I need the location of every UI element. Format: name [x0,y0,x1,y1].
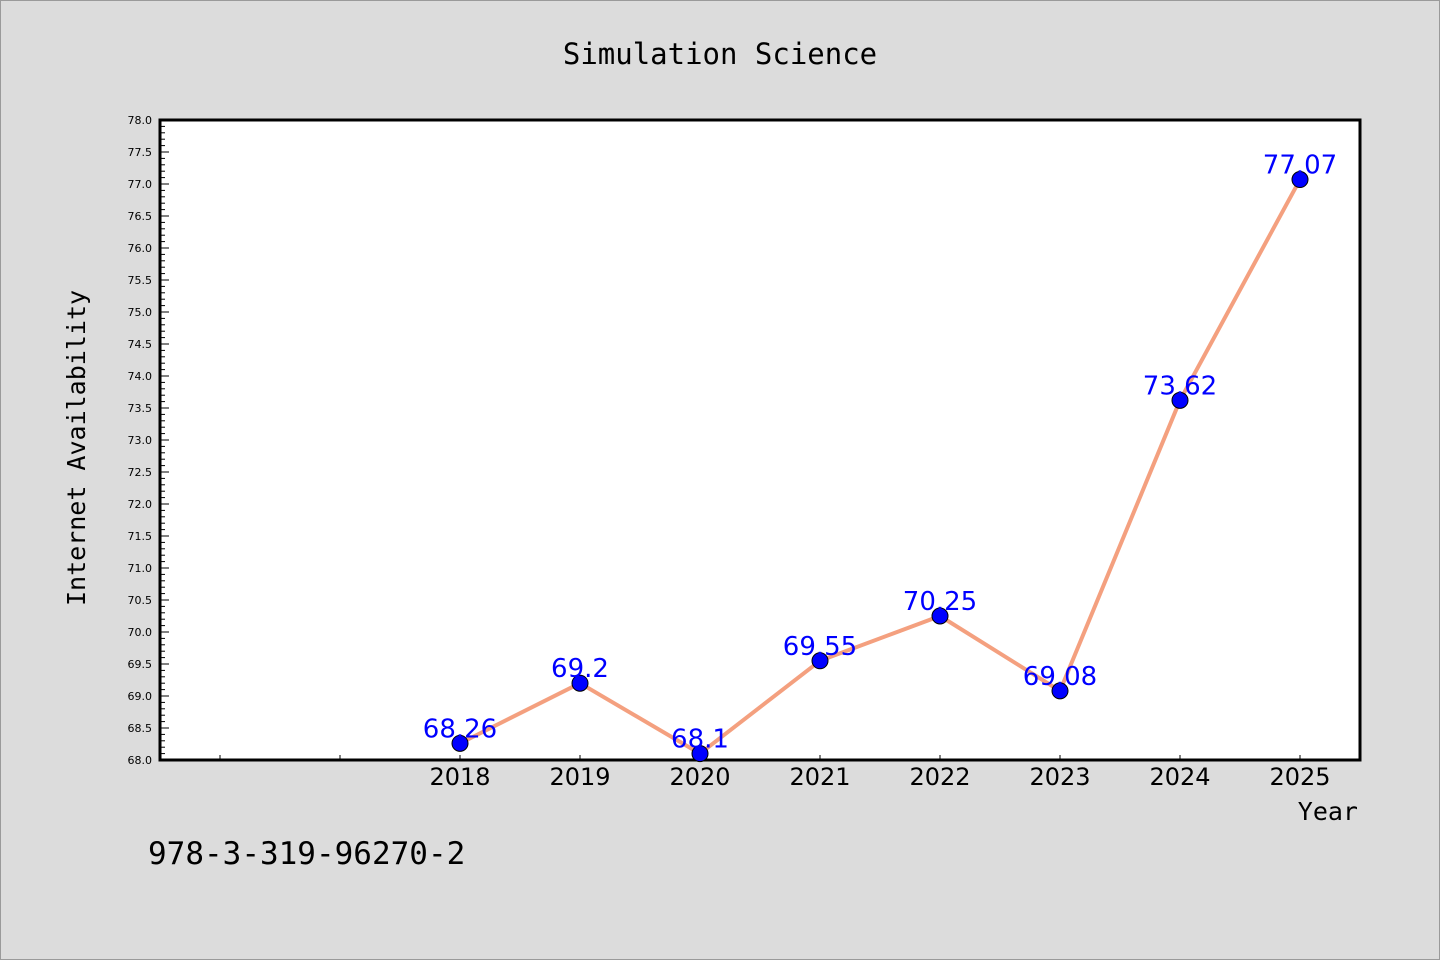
y-tick-label: 72.0 [128,498,153,511]
y-tick-label: 77.5 [128,146,153,159]
x-tick-label: 2024 [1149,763,1210,791]
y-tick-label: 70.0 [128,626,153,639]
y-axis-title: Internet Availability [62,290,91,606]
data-point [1171,391,1189,409]
data-labels: 68.26 69.2 68.1 69.55 70.25 69.08 73.62 77.07 [423,151,1337,755]
data-label: 69.55 [783,632,857,662]
data-point [811,652,829,670]
chart-title: Simulation Science [563,37,877,71]
y-tick-label: 75.0 [128,306,153,319]
y-tick-label: 71.0 [128,562,153,575]
footer-isbn: 978-3-319-96270-2 [148,836,465,872]
x-tick-label: 2020 [669,763,730,791]
y-tick-label: 73.5 [128,402,153,415]
x-tick-label: 2025 [1269,763,1330,791]
x-axis-title: Year [1298,797,1358,826]
plot-area [158,118,1362,762]
x-tick-label: 2018 [429,763,490,791]
y-tick-label: 68.0 [128,754,153,767]
y-tick-label: 75.5 [128,274,153,287]
data-point [931,607,949,625]
y-tick-label: 73.0 [128,434,153,447]
data-label: 77.07 [1263,151,1337,181]
data-point [1051,682,1069,700]
x-axis-ticks [219,755,1301,760]
x-tick-label: 2021 [789,763,850,791]
data-point [571,674,589,692]
y-tick-label: 76.5 [128,210,153,223]
y-tick-label: 68.5 [128,722,153,735]
data-label: 73.62 [1143,371,1217,401]
x-tick-label: 2019 [549,763,610,791]
series-markers [451,171,1309,763]
x-tick-label: 2023 [1029,763,1090,791]
y-tick-label: 74.5 [128,338,153,351]
data-label: 68.26 [423,714,497,744]
y-axis-tick-labels: 68.0 68.5 69.0 69.5 70.0 70.5 71.0 71.5 72.0 72.5… [128,114,153,767]
y-axis-ticks [160,119,169,761]
y-tick-label: 72.5 [128,466,153,479]
y-tick-label: 69.0 [128,690,153,703]
data-label: 70.25 [903,587,977,617]
data-label: 69.2 [551,654,609,684]
x-axis-tick-labels: 2018 2019 2020 2021 2022 2023 2024 2025 [429,763,1330,791]
y-tick-label: 78.0 [128,114,153,127]
data-point [451,734,469,752]
data-label: 68.1 [671,725,729,755]
series-line [459,178,1302,756]
y-tick-label: 77.0 [128,178,153,191]
data-point [691,745,709,763]
data-point [1291,171,1309,189]
data-label: 69.08 [1023,662,1097,692]
x-tick-label: 2022 [909,763,970,791]
y-tick-label: 69.5 [128,658,153,671]
y-tick-label: 76.0 [128,242,153,255]
y-tick-label: 71.5 [128,530,153,543]
y-tick-label: 70.5 [128,594,153,607]
y-tick-label: 74.0 [128,370,153,383]
